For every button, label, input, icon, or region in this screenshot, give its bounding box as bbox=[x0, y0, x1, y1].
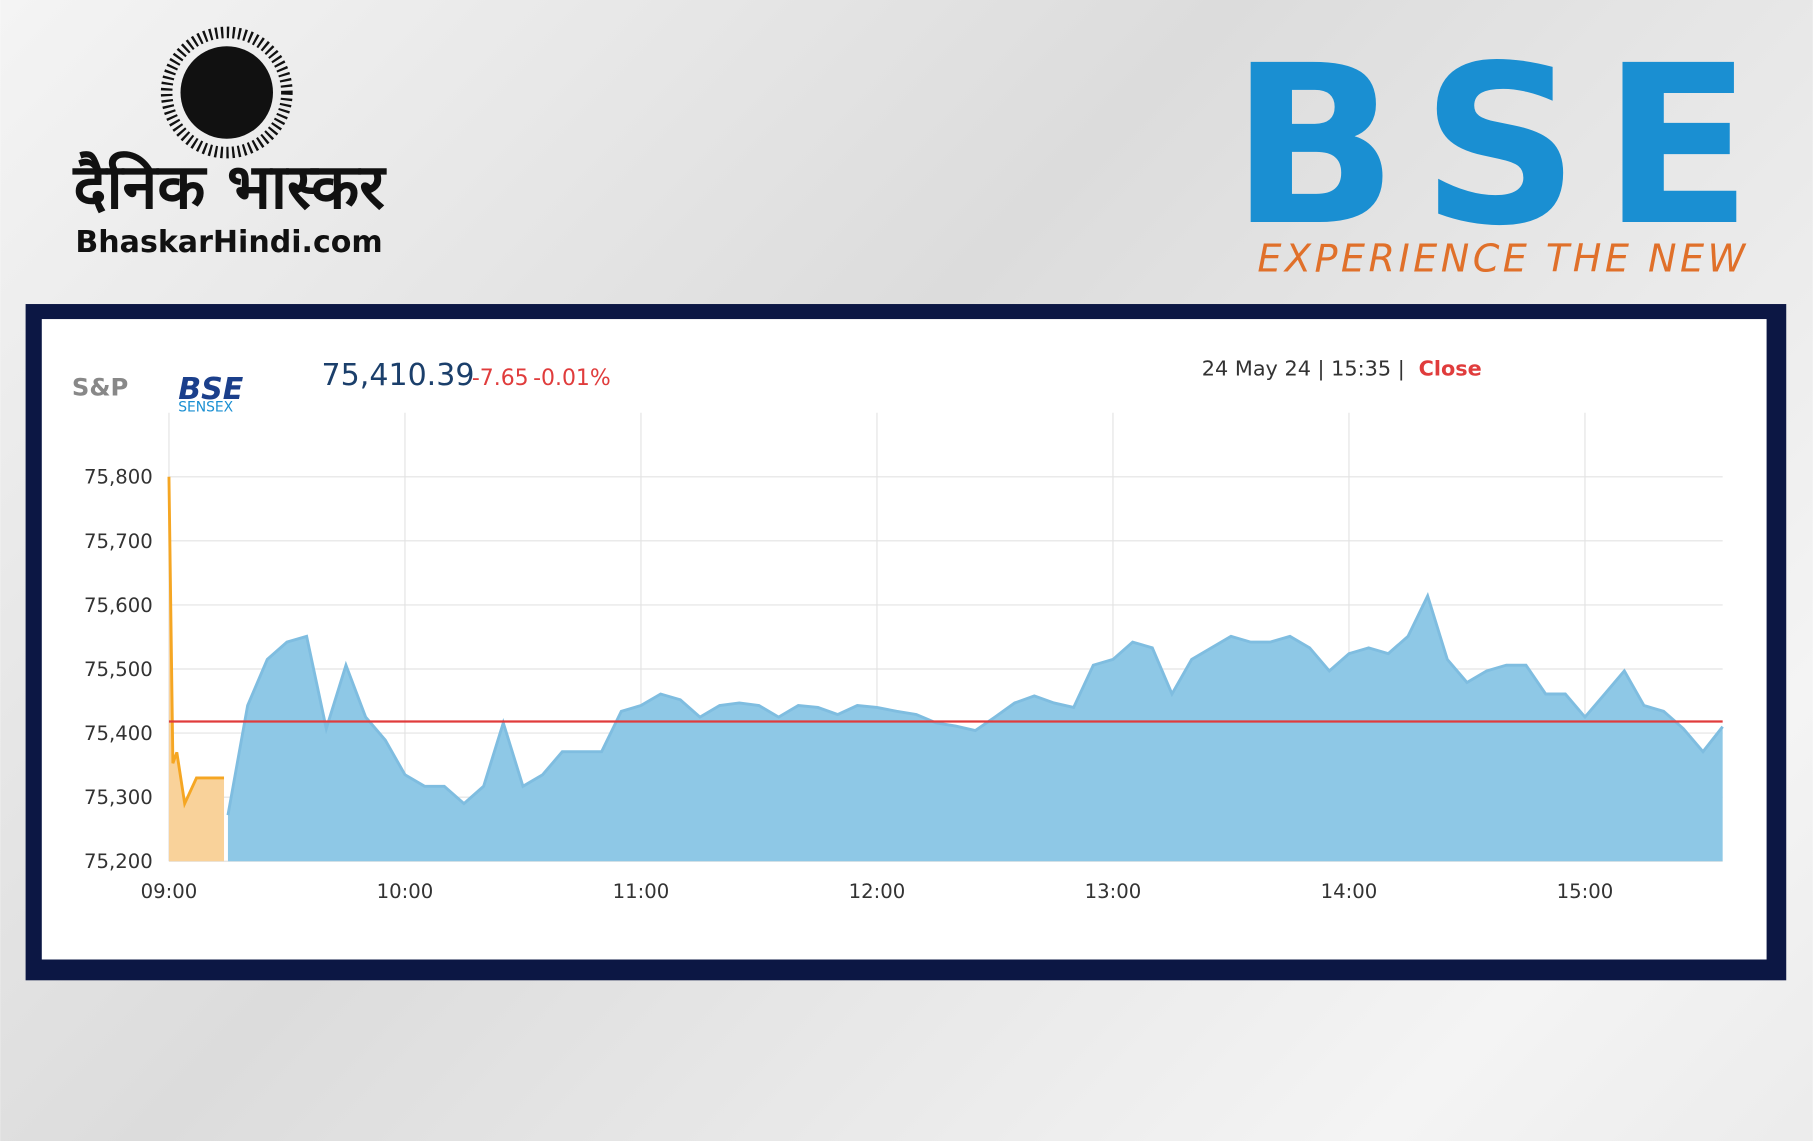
y-tick-label: 75,800 bbox=[84, 466, 153, 489]
sun-icon bbox=[160, 26, 293, 159]
x-tick-label: 12:00 bbox=[849, 880, 906, 903]
newspaper-logo: दैनिक भास्कर bbox=[72, 150, 387, 223]
exchange-logo: BSE bbox=[1231, 18, 1776, 274]
line bbox=[226, 592, 1724, 816]
index-name: SENSEX bbox=[178, 400, 233, 416]
y-tick-label: 75,400 bbox=[84, 722, 153, 745]
website: BhaskarHindi.com bbox=[75, 225, 382, 260]
provider: S&P bbox=[72, 372, 128, 401]
y-tick-label: 75,600 bbox=[84, 594, 153, 617]
y-tick-label: 75,200 bbox=[84, 850, 153, 873]
change-percent: -0.01% bbox=[533, 366, 611, 391]
status: Close bbox=[1419, 357, 1482, 381]
x-tick-label: 14:00 bbox=[1321, 880, 1378, 903]
timestamp: 24 May 24 | 15:35 | bbox=[1202, 357, 1405, 382]
plot: 75,200 75,300 75,400 75,500 75,600 75,700 75,8… bbox=[84, 412, 1724, 903]
line bbox=[167, 476, 225, 809]
x-tick-label: 13:00 bbox=[1085, 880, 1142, 903]
x-tick-label: 15:00 bbox=[1557, 880, 1614, 903]
y-tick-label: 75,700 bbox=[84, 530, 153, 553]
area bbox=[227, 595, 1723, 862]
x-tick-label: 10:00 bbox=[377, 880, 434, 903]
exchange-tagline: EXPERIENCE THE NEW bbox=[1257, 237, 1748, 281]
area bbox=[168, 476, 225, 862]
x-tick-label: 11:00 bbox=[613, 880, 670, 903]
y-tick-label: 75,300 bbox=[84, 786, 153, 809]
x-tick-label: 09:00 bbox=[141, 880, 198, 903]
change: -7.65 bbox=[472, 366, 529, 391]
index-brand: BSE bbox=[178, 372, 244, 407]
price: 75,410.39 bbox=[322, 358, 475, 393]
y-tick-label: 75,500 bbox=[84, 658, 153, 681]
